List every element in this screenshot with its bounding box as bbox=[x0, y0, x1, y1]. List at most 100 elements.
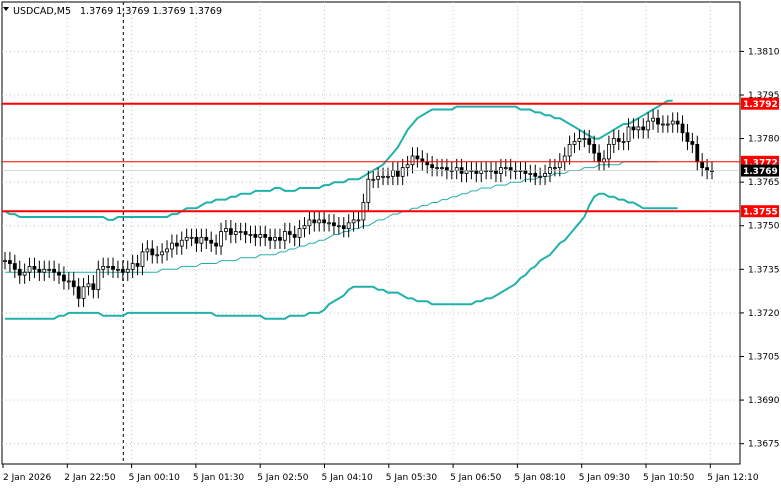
candle bbox=[140, 243, 145, 276]
candle bbox=[327, 214, 331, 232]
candle-body bbox=[651, 117, 655, 122]
candle-body bbox=[37, 268, 42, 273]
candle bbox=[116, 260, 120, 279]
y-tick-label: 1.3750 bbox=[748, 222, 780, 232]
candle bbox=[302, 217, 307, 238]
candle bbox=[307, 211, 312, 235]
candle bbox=[8, 251, 12, 273]
candle-body bbox=[656, 117, 660, 125]
candle-body bbox=[12, 263, 17, 270]
candle bbox=[322, 211, 327, 232]
candle-body bbox=[685, 132, 690, 142]
candle-body bbox=[631, 126, 636, 131]
candle-body bbox=[665, 123, 670, 126]
candle bbox=[430, 156, 435, 177]
candle bbox=[248, 225, 253, 244]
x-tick-label: 5 Jan 04:10 bbox=[322, 473, 374, 483]
candle bbox=[238, 222, 243, 241]
candle bbox=[81, 278, 86, 308]
candle bbox=[626, 118, 631, 151]
candle-body bbox=[327, 222, 331, 225]
candle bbox=[332, 214, 336, 235]
candle-body bbox=[474, 170, 479, 174]
candle bbox=[194, 228, 199, 252]
candle-body bbox=[636, 126, 641, 131]
candle-body bbox=[91, 283, 96, 291]
candle-body bbox=[282, 231, 287, 241]
symbol-label: USDCAD,M5 bbox=[13, 6, 71, 17]
candle-body bbox=[646, 120, 651, 131]
candle-body bbox=[626, 126, 631, 142]
y-tick-label: 1.3690 bbox=[748, 396, 780, 406]
candle-body bbox=[435, 167, 439, 170]
candle bbox=[582, 129, 587, 148]
candle bbox=[636, 118, 641, 139]
candle bbox=[243, 222, 248, 244]
candle-body bbox=[680, 123, 685, 134]
candle-body bbox=[577, 138, 582, 142]
candle-body bbox=[621, 141, 626, 143]
candle bbox=[258, 225, 263, 247]
candle-body bbox=[248, 234, 253, 236]
candle bbox=[135, 254, 140, 276]
candle-body bbox=[130, 263, 135, 270]
axes: 1.3810 1.3795 1.3780 1.3765 1.3750 1.3735 1.37… bbox=[2, 47, 780, 483]
candle bbox=[587, 129, 592, 154]
level-price-label: 1.3755 bbox=[743, 208, 778, 218]
x-tick-label: 5 Jan 08:10 bbox=[514, 473, 566, 483]
candle bbox=[233, 222, 238, 244]
candle-body bbox=[170, 242, 174, 250]
candle bbox=[125, 260, 130, 281]
chevron-down-icon[interactable] bbox=[3, 7, 9, 11]
y-tick-label: 1.3705 bbox=[748, 352, 780, 362]
x-tick-label: 5 Jan 10:50 bbox=[643, 473, 695, 483]
candle bbox=[621, 132, 626, 151]
candle bbox=[400, 158, 405, 186]
candle-body bbox=[346, 222, 351, 230]
candle bbox=[282, 222, 287, 249]
candle bbox=[341, 217, 346, 238]
candle bbox=[174, 234, 179, 255]
moving-average-line bbox=[5, 161, 658, 273]
candle bbox=[376, 167, 381, 188]
candle bbox=[42, 260, 47, 281]
candle-body bbox=[695, 143, 700, 163]
candle-body bbox=[464, 170, 469, 174]
ohlc-label: 1.3769 1.3769 1.3769 1.3769 bbox=[80, 6, 222, 17]
candle bbox=[356, 211, 361, 229]
y-tick-label: 1.3735 bbox=[748, 265, 780, 275]
candle bbox=[86, 275, 91, 296]
candle bbox=[415, 147, 420, 168]
candle bbox=[27, 257, 32, 281]
candle bbox=[66, 272, 71, 290]
candle bbox=[680, 115, 685, 142]
x-tick-label: 2 Jan 22:50 bbox=[64, 473, 116, 483]
candle-body bbox=[96, 268, 101, 291]
candle bbox=[224, 219, 228, 241]
candle-body bbox=[543, 173, 547, 177]
candle bbox=[611, 129, 616, 154]
candle-body bbox=[302, 225, 307, 230]
candle bbox=[214, 234, 219, 255]
candle bbox=[287, 222, 292, 244]
candle-body bbox=[444, 167, 449, 171]
candle-body bbox=[592, 143, 597, 154]
x-tick-label: 5 Jan 01:30 bbox=[193, 473, 245, 483]
candle bbox=[199, 228, 204, 252]
candle bbox=[292, 225, 297, 247]
candle bbox=[57, 263, 61, 284]
x-tick-label: 5 Jan 12:10 bbox=[707, 473, 759, 483]
candle-body bbox=[233, 231, 238, 235]
candle bbox=[661, 115, 665, 133]
level-price-label: 1.3772 bbox=[743, 158, 778, 168]
candle bbox=[101, 257, 106, 279]
x-tick-label: 5 Jan 09:30 bbox=[579, 473, 631, 483]
horizontal-levels[interactable]: 1.3792 1.3772 1.3755 1.3769 bbox=[2, 97, 779, 218]
candle bbox=[184, 228, 189, 249]
candle-body bbox=[582, 138, 587, 140]
current-price-label: 1.3769 bbox=[743, 167, 778, 177]
candle-body bbox=[125, 268, 130, 273]
